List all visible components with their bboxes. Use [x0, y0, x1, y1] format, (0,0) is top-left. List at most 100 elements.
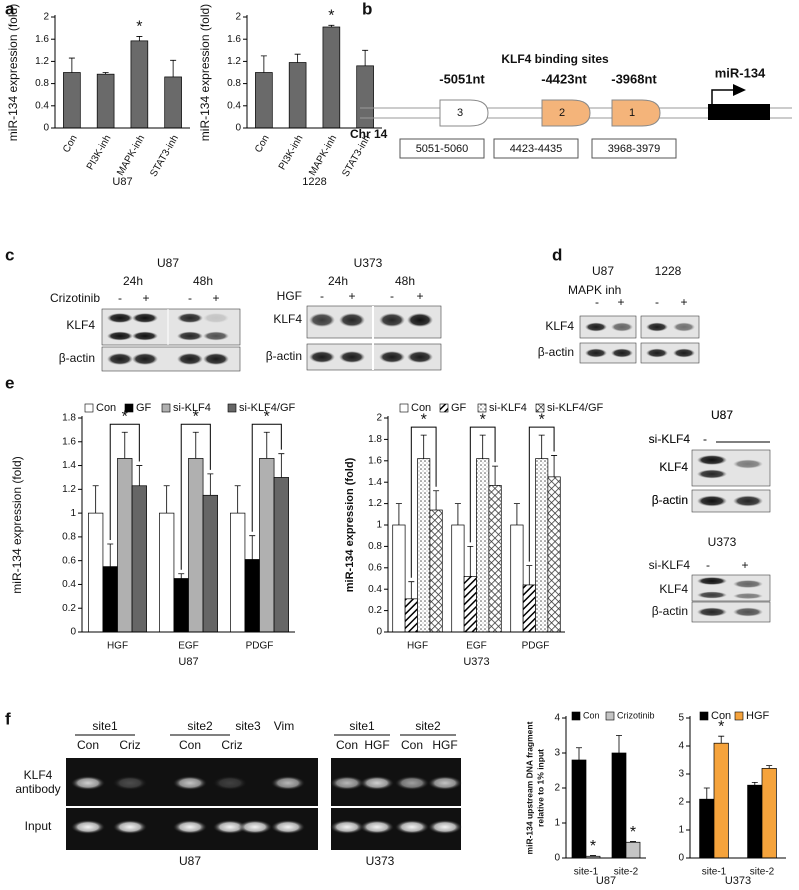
band — [339, 313, 365, 327]
binding-site — [541, 99, 591, 127]
band — [407, 351, 433, 363]
row-label: β-actin — [538, 345, 574, 359]
range-box — [399, 138, 485, 159]
site-label: site1 — [349, 719, 375, 733]
significance-star: * — [193, 408, 199, 425]
significance-bracket — [251, 423, 282, 532]
y-tick-label: 0.6 — [62, 555, 76, 566]
error-bar — [395, 503, 402, 525]
bar — [88, 512, 104, 633]
error-bar — [718, 735, 725, 744]
panel-label: b — [362, 0, 372, 18]
band — [585, 348, 607, 358]
y-tick-label: 0.4 — [368, 584, 382, 595]
y-tick-label: 2 — [43, 12, 49, 23]
bar — [102, 566, 118, 633]
band — [733, 593, 763, 599]
y-tick-label: 0 — [43, 123, 49, 134]
site-position: -3968nt — [611, 71, 657, 86]
row-label: KLF4 — [659, 582, 688, 596]
x-tick-label: site-1 — [574, 867, 599, 878]
x-tick-label: PI3K-inh — [277, 133, 306, 172]
bar — [571, 759, 587, 859]
time-label: 24h — [328, 274, 348, 288]
sign-label: - — [703, 432, 707, 446]
legend-label: Con — [711, 710, 731, 722]
range-box — [591, 138, 677, 159]
y-tick-label: 4 — [554, 713, 560, 724]
time-label: 48h — [395, 274, 415, 288]
x-axis-label: U373 — [725, 875, 751, 887]
error-bar — [630, 841, 636, 843]
site-position: -4423nt — [541, 71, 587, 86]
y-tick-label: 3 — [678, 769, 684, 780]
y-tick-label: 2 — [376, 413, 382, 424]
legend-label: Con — [96, 402, 116, 414]
legend-swatch — [571, 711, 581, 721]
binding-site — [439, 99, 489, 127]
row-label: KLF4 — [545, 319, 574, 333]
bar — [535, 458, 549, 633]
error-bar — [328, 24, 335, 27]
cell-label: U373 — [708, 535, 737, 549]
y-tick-label: 1.8 — [62, 413, 76, 424]
x-tick-label: EGF — [466, 641, 487, 652]
band — [697, 455, 727, 465]
legend-label: si-KLF4 — [173, 402, 211, 414]
site-label: site2 — [187, 719, 213, 733]
legend-label: si-KLF4/GF — [547, 402, 604, 414]
time-label: 48h — [193, 274, 213, 288]
cell-label: U87 — [592, 264, 614, 278]
error-bar — [207, 473, 214, 496]
band — [697, 577, 727, 585]
y-tick-label: 0.4 — [62, 579, 76, 590]
gel-band — [395, 820, 429, 834]
error-bar — [479, 434, 486, 459]
error-bar — [751, 782, 758, 786]
band — [203, 331, 229, 341]
bar — [244, 559, 260, 633]
row-label: antibody — [15, 782, 60, 796]
lane-label: HGF — [364, 738, 389, 752]
bar — [463, 576, 477, 633]
blot — [640, 315, 700, 339]
band — [177, 331, 203, 341]
bar — [713, 742, 729, 859]
bar — [130, 40, 149, 129]
legend-label: Con — [411, 402, 431, 414]
sign-label: + — [741, 558, 748, 572]
bar — [63, 72, 81, 129]
error-bar — [616, 735, 622, 753]
significance-star: * — [630, 824, 636, 841]
band — [611, 348, 633, 358]
y-tick-label: 0.8 — [227, 78, 241, 89]
band — [611, 322, 633, 332]
y-tick-label: 1 — [376, 520, 382, 531]
gel-band — [213, 820, 247, 834]
y-tick-label: 1.6 — [35, 34, 49, 45]
row-label: β-actin — [59, 351, 95, 365]
legend-swatch — [439, 403, 449, 413]
bar — [202, 494, 218, 633]
band — [379, 351, 405, 363]
error-bar — [513, 503, 520, 525]
range-box — [493, 138, 579, 159]
significance-star: * — [718, 718, 724, 735]
x-tick-label: HGF — [407, 641, 428, 652]
cell-label: U87 — [157, 256, 179, 270]
cell-label: U373 — [354, 256, 383, 270]
error-bar — [467, 546, 474, 577]
site-number: 2 — [559, 107, 565, 119]
legend-label: si-KLF4 — [489, 402, 527, 414]
row-label: β-actin — [652, 604, 688, 618]
x-tick-label: EGF — [178, 641, 199, 652]
cell-label: U87 — [179, 854, 201, 868]
gel-band — [238, 820, 272, 834]
legend-label: si-KLF4/GF — [239, 402, 296, 414]
significance-star: * — [328, 8, 334, 25]
error-bar — [136, 36, 143, 41]
gel-band — [213, 776, 247, 790]
treatment-label: si-KLF4 — [649, 558, 691, 572]
y-tick-label: 1.6 — [62, 436, 76, 447]
